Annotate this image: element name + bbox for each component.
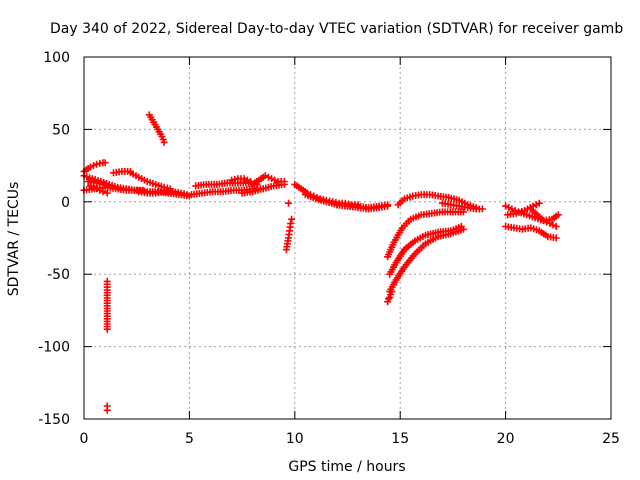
x-tick-label: 15 xyxy=(391,431,409,447)
x-axis-label: GPS time / hours xyxy=(288,459,405,475)
data-point-interp xyxy=(549,221,557,229)
data-point xyxy=(552,222,560,230)
chart-title: Day 340 of 2022, Sidereal Day-to-day VTE… xyxy=(50,21,623,37)
plot-frame xyxy=(83,56,612,420)
data-point xyxy=(384,201,392,209)
x-tick-label: 20 xyxy=(497,431,515,447)
tick-labels: 0 5 10 15 20 25 -150 -100 -50 0 50 100 xyxy=(38,50,620,447)
data-point xyxy=(540,217,547,225)
data-point xyxy=(385,295,393,303)
x-tick-label: 5 xyxy=(185,431,194,447)
data-point xyxy=(285,199,292,207)
x-tick-label: 25 xyxy=(602,431,620,447)
data-point xyxy=(99,188,107,196)
data-point xyxy=(240,175,248,183)
data-point xyxy=(508,205,516,213)
data-point xyxy=(160,138,168,146)
data-points xyxy=(80,111,562,414)
data-point xyxy=(502,202,510,210)
data-point xyxy=(457,222,465,230)
data-point xyxy=(101,180,109,188)
data-point xyxy=(288,215,296,223)
data-point xyxy=(103,189,111,197)
axis-ticks xyxy=(83,56,612,420)
y-axis-label: SDTVAR / TECUs xyxy=(6,182,22,297)
data-point xyxy=(554,211,562,219)
grid xyxy=(84,57,611,419)
data-point xyxy=(268,175,276,183)
y-tick-label: -50 xyxy=(47,267,70,283)
y-tick-label: -100 xyxy=(38,340,70,356)
y-tick-label: 50 xyxy=(52,122,70,138)
y-tick-label: 0 xyxy=(61,195,70,211)
data-point xyxy=(86,163,94,171)
data-point xyxy=(103,406,111,414)
data-point xyxy=(261,172,269,180)
data-point xyxy=(459,208,467,216)
x-tick-label: 10 xyxy=(286,431,304,447)
data-point-interp xyxy=(543,218,551,226)
data-point xyxy=(552,234,560,242)
data-point xyxy=(535,199,543,207)
x-tick-label: 0 xyxy=(80,431,89,447)
data-point xyxy=(478,205,486,213)
data-point xyxy=(101,159,109,167)
data-point-interp xyxy=(96,186,104,194)
data-point xyxy=(86,182,94,190)
data-point xyxy=(93,185,101,193)
data-point xyxy=(103,325,111,333)
y-tick-label: 100 xyxy=(43,50,70,66)
data-point xyxy=(287,220,295,227)
y-tick-label: -150 xyxy=(38,412,70,428)
data-point xyxy=(280,180,288,188)
